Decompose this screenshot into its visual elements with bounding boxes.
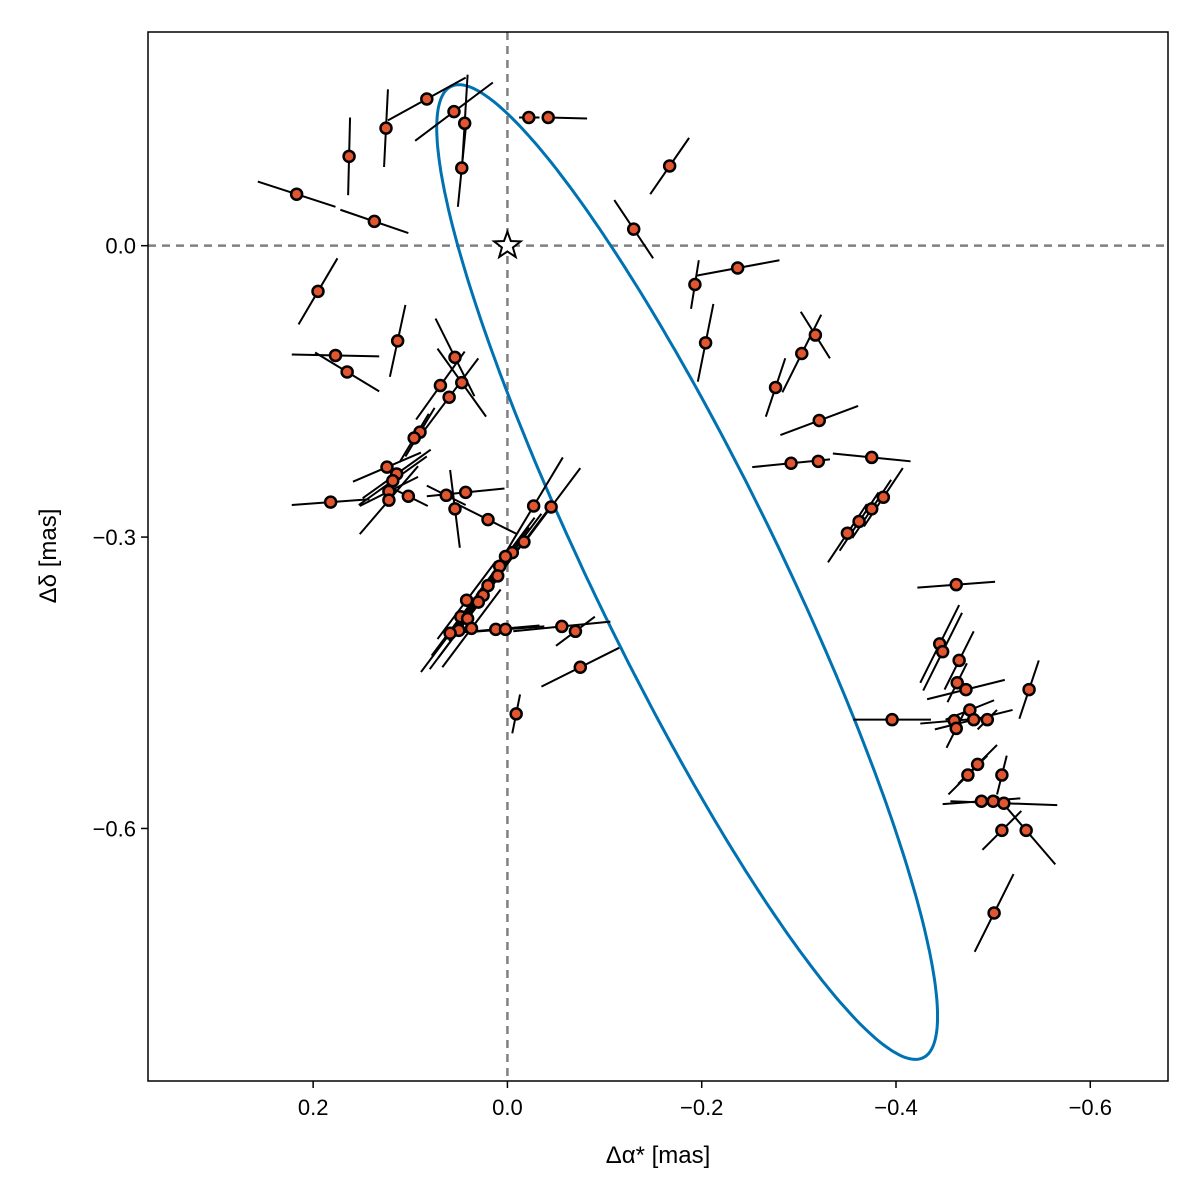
data-point [698, 336, 713, 350]
x-axis-ticks: 0.2 0.0 −0.2 −0.4 −0.6 [298, 1081, 1112, 1120]
data-point [864, 450, 879, 465]
x-tick-label: −0.4 [874, 1095, 917, 1120]
data-point [328, 348, 343, 363]
x-axis-label: Δα* [mas] [606, 1142, 711, 1169]
data-point [852, 514, 866, 529]
data-point [795, 346, 809, 361]
data-point [541, 110, 555, 125]
data-point [382, 493, 396, 507]
y-axis-label: Δδ [mas] [35, 509, 62, 604]
data-point [442, 390, 456, 404]
data-point [959, 682, 973, 697]
data-point [340, 365, 354, 379]
data-point [509, 707, 523, 721]
data-point [974, 794, 989, 809]
data-point [840, 526, 855, 540]
data-point [464, 621, 479, 636]
data-point [380, 460, 394, 474]
plot-frame [147, 31, 1169, 1082]
data-point [498, 622, 513, 637]
data-point [768, 380, 783, 395]
y-tick-label: 0.0 [105, 234, 136, 259]
x-tick-label: −0.2 [680, 1095, 723, 1120]
data-point [433, 378, 448, 393]
data-point [526, 499, 541, 513]
data-point [980, 712, 995, 727]
data-point [386, 473, 400, 488]
data-point [568, 624, 583, 639]
data-point [401, 489, 416, 504]
data-point [407, 431, 421, 445]
data-point [952, 653, 966, 668]
data-point [864, 502, 879, 516]
data-point [455, 375, 469, 390]
data-point [811, 454, 826, 469]
data-point [935, 644, 950, 659]
data-point [390, 334, 405, 348]
y-axis-ticks: 0.0 −0.3 −0.6 [93, 234, 148, 841]
data-point [517, 535, 531, 549]
data-point [311, 284, 325, 299]
data-point [455, 161, 469, 175]
data-point [555, 619, 569, 634]
data-point [808, 328, 823, 342]
data-point [289, 187, 304, 201]
data-point [949, 721, 963, 736]
x-tick-label: 0.2 [298, 1095, 329, 1120]
data-point [949, 577, 963, 592]
data-point [885, 712, 899, 727]
data-point [1022, 682, 1036, 697]
data-point [443, 626, 457, 640]
data-point [379, 121, 393, 135]
data-point [626, 222, 641, 236]
data-point [481, 512, 495, 527]
y-tick-label: −0.6 [93, 816, 136, 841]
data-point [471, 595, 486, 609]
data-point [458, 485, 473, 500]
data-point [420, 92, 434, 106]
data-points-group [289, 92, 1036, 920]
data-point [966, 712, 981, 727]
star-marker-group [491, 228, 524, 260]
data-point [662, 159, 677, 173]
data-point [490, 569, 505, 583]
data-point [342, 149, 356, 164]
data-point [367, 214, 382, 229]
data-point [784, 456, 798, 471]
data-point [447, 104, 461, 119]
data-point [498, 549, 513, 564]
data-point [995, 768, 1009, 782]
data-point [459, 593, 474, 607]
data-point [688, 277, 702, 292]
x-tick-label: −0.6 [1069, 1095, 1112, 1120]
data-point [448, 350, 462, 365]
x-tick-label: 0.0 [492, 1095, 523, 1120]
data-point [995, 823, 1009, 838]
data-point [323, 495, 338, 509]
data-point [1019, 823, 1033, 838]
data-point [876, 490, 891, 505]
data-point [970, 757, 985, 772]
data-point [812, 413, 827, 428]
data-point [457, 116, 472, 131]
data-point [573, 660, 588, 674]
data-point [522, 110, 536, 125]
data-point [961, 768, 975, 782]
y-tick-label: −0.3 [93, 525, 136, 550]
data-point [448, 502, 462, 516]
data-point [997, 796, 1011, 810]
data-point [544, 500, 558, 514]
data-point [950, 676, 964, 690]
data-point [987, 906, 1001, 920]
star-icon [491, 228, 524, 260]
data-point [986, 794, 1000, 809]
data-point [439, 488, 453, 503]
data-point [730, 261, 745, 275]
